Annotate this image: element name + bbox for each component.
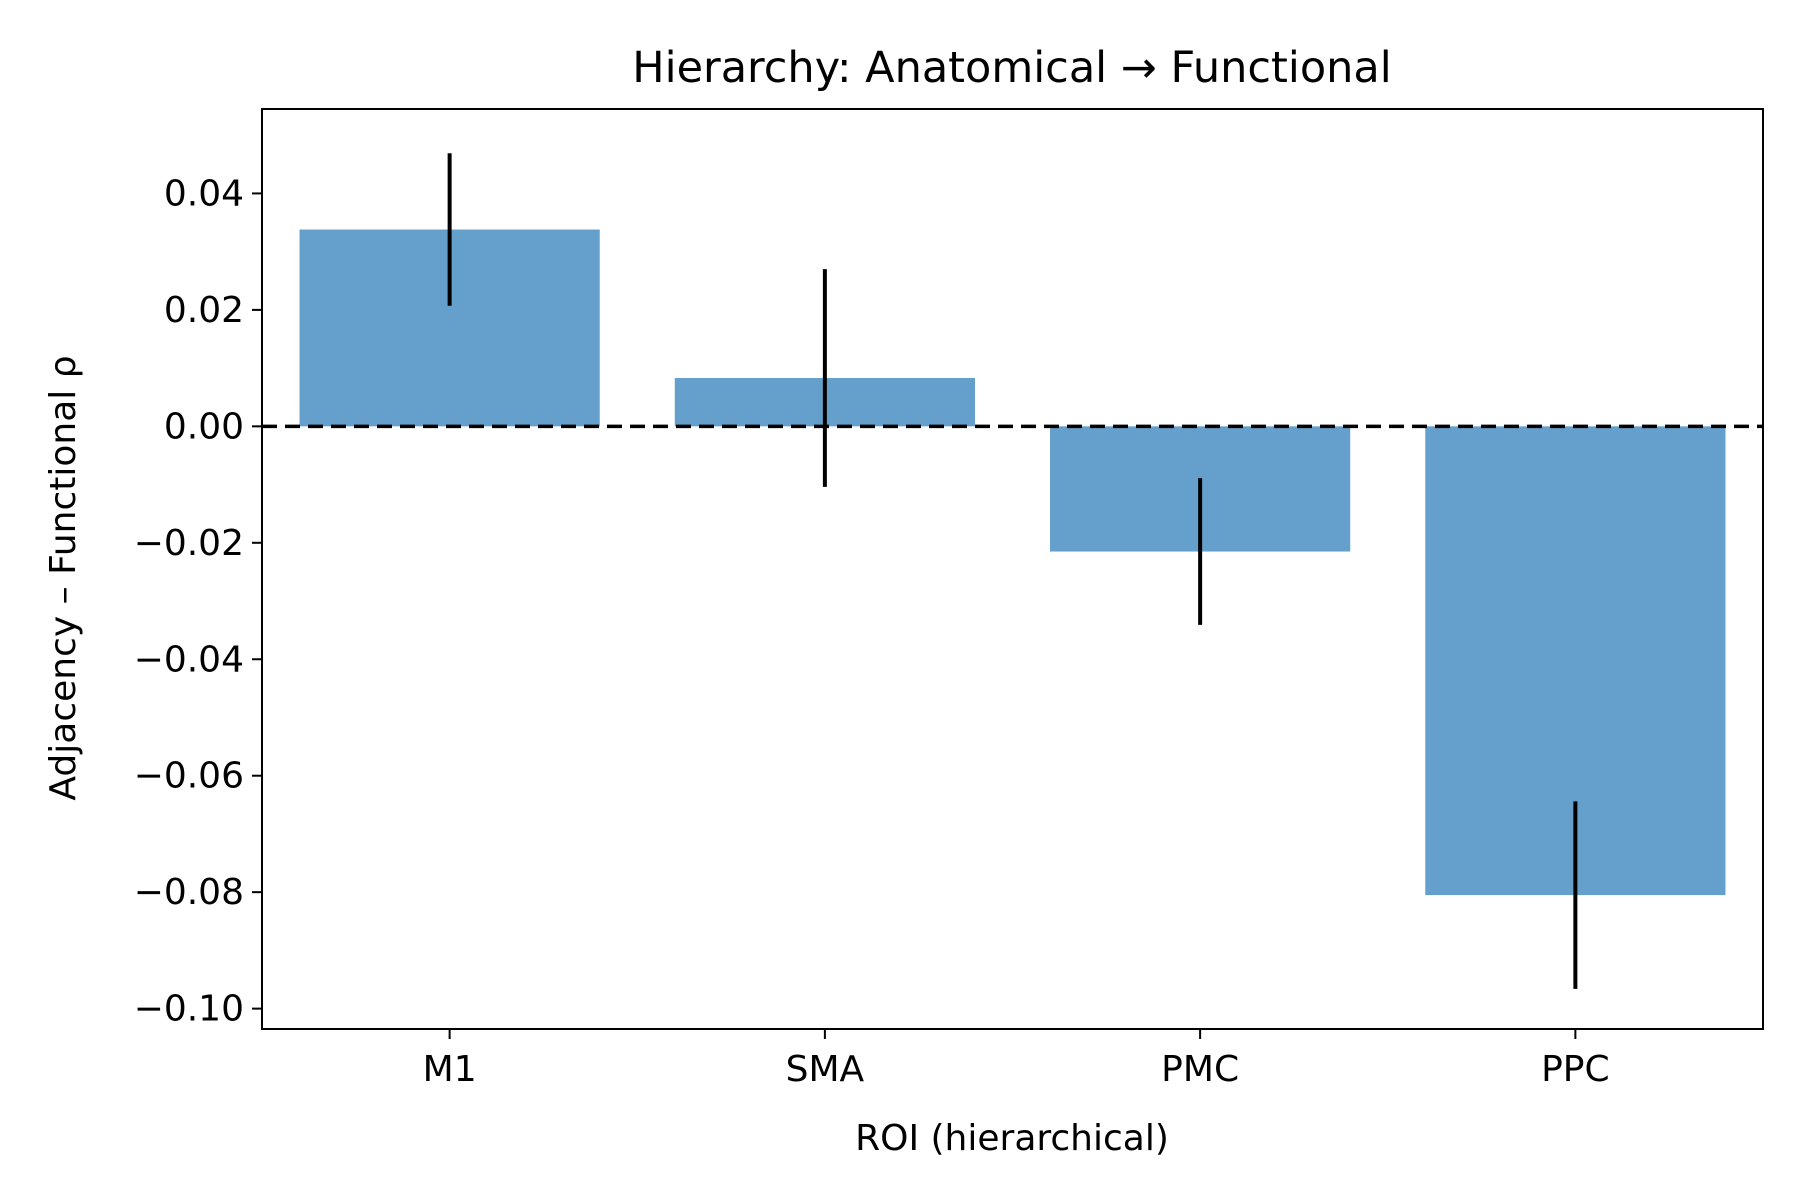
y-tick-label: −0.08 — [134, 872, 244, 913]
x-tick-label: PPC — [1541, 1049, 1610, 1090]
y-axis: 0.04 0.02 0.00 −0.02 −0.04 −0.06 −0.08 −0.10 — [134, 173, 262, 1030]
y-tick-label: 0.00 — [164, 406, 244, 447]
x-tick-label: SMA — [786, 1049, 865, 1090]
y-tick-label: 0.04 — [164, 173, 244, 214]
y-tick-label: −0.02 — [134, 523, 244, 564]
y-tick-label: −0.04 — [134, 639, 244, 680]
chart-title: Hierarchy: Anatomical → Functional — [632, 43, 1391, 93]
x-axis-title: ROI (hierarchical) — [855, 1118, 1169, 1159]
x-tick-label: M1 — [423, 1049, 477, 1090]
y-tick-label: −0.10 — [134, 989, 244, 1030]
y-tick-label: −0.06 — [134, 756, 244, 797]
y-axis-title: Adjacency – Functional ρ — [43, 355, 84, 800]
error-bars-group — [447, 153, 1578, 989]
x-axis: M1 SMA PMC PPC — [423, 1029, 1610, 1090]
y-tick-label: 0.02 — [164, 290, 244, 331]
x-tick-label: PMC — [1161, 1049, 1239, 1090]
plot-frame — [261, 108, 1764, 1030]
